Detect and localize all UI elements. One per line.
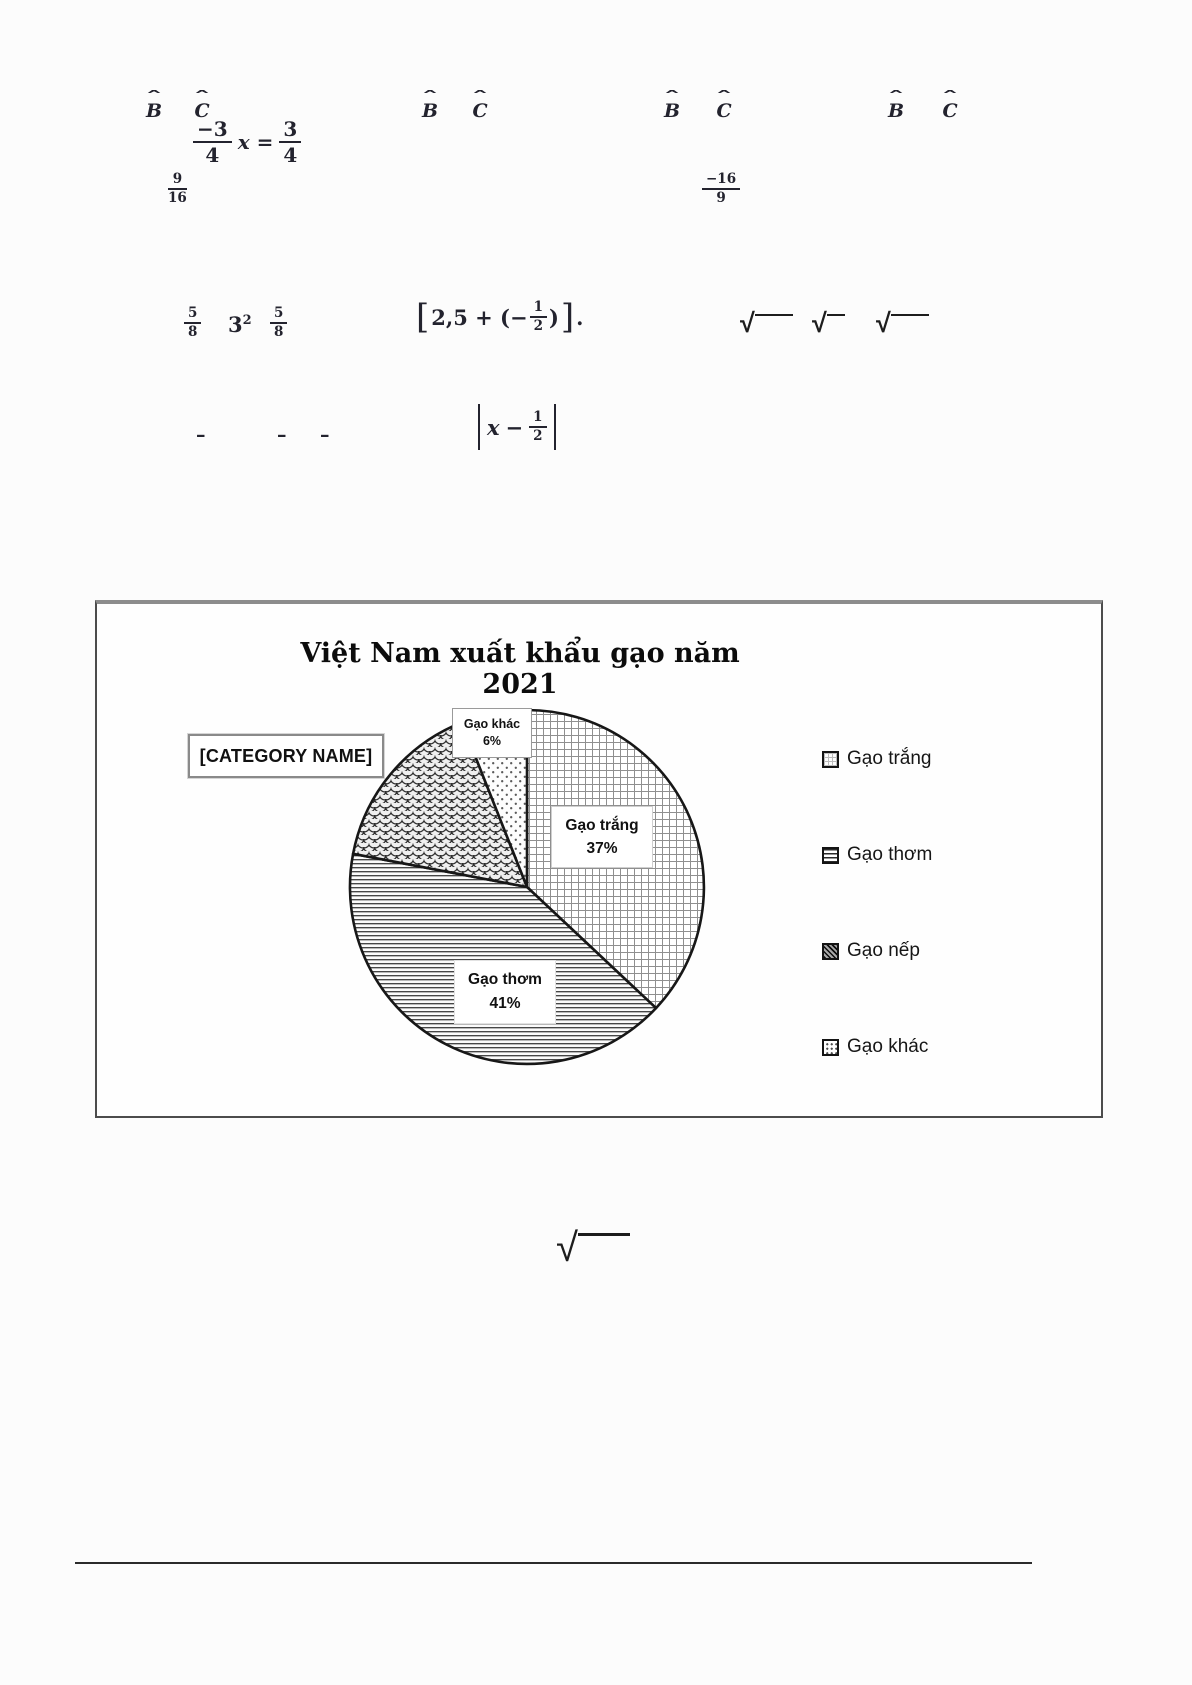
radical-sign-2: √ [812,310,845,337]
legend-item-gao-nep: Gạo nếp [822,938,920,964]
angle-c-3: ˆ C [710,90,738,122]
expression-text: 2,5 + (− [431,304,528,330]
fraction-m16-9: −16 9 [702,172,741,206]
category-name-label: [CATEGORY NAME] [187,733,385,779]
data-label-gao-thom: Gạo thơm 41% [454,960,556,1024]
hat-accent: ˆ [193,88,211,107]
bracket-expression: [ 2,5 + (− 1 2 ) ] . [416,297,585,337]
variable-x: x [487,414,500,440]
legend-swatch-dots-icon [822,1038,839,1056]
fraction: −3 4 [193,118,232,166]
period: . [576,304,584,330]
dash-3: – [320,424,330,446]
angle-b-4: ˆ B [882,90,910,122]
angle-letter: B [663,100,681,122]
hat-accent: ˆ [145,88,163,107]
angle-c-4: ˆ C [936,90,964,122]
radical-bar [754,314,793,316]
legend-item-gao-trang: Gạo trắng [822,746,932,772]
dash-1: – [196,424,206,446]
hat-accent: ˆ [471,88,489,107]
minus-sign: − [505,414,524,440]
hat-accent: ˆ [887,88,905,107]
legend-swatch-hlines-icon [822,846,839,864]
close-paren: ) [548,304,559,330]
hat-accent: ˆ [941,88,959,107]
angle-letter: C [194,100,210,122]
fraction-5-8-b: 5 8 [270,306,288,340]
absolute-value-expression: x − 1 2 [478,404,556,450]
angle-b-1: ˆ B [140,90,168,122]
angle-b-3: ˆ B [658,90,686,122]
angle-letter: C [472,100,488,122]
dash-2: – [277,424,287,446]
angle-letter: C [716,100,732,122]
pie-slice-gao-thom [348,852,658,1066]
equation-fraction-x: −3 4 x = 3 4 [193,118,302,166]
right-bracket: ] [560,297,575,337]
radical-bar [826,314,845,316]
hat-accent: ˆ [421,88,439,107]
data-label-gao-trang: Gạo trắng 37% [551,806,653,868]
radical-sign-large: √ [556,1228,630,1268]
pie-slice-gao-nep [351,721,529,889]
equals-x: x = [237,130,274,154]
legend-swatch-scale-icon [822,942,839,960]
angle-letter: B [421,100,439,122]
chart-title: Việt Nam xuất khẩu gạo năm 2021 [300,638,740,700]
fraction-1-2: 1 2 [529,410,547,444]
fraction-1-2: 1 2 [529,300,547,334]
left-bracket: [ [416,297,430,337]
legend-swatch-grid-icon [822,750,839,768]
radical-sign-1: √ [740,310,793,337]
radical-sign-3: √ [876,310,929,337]
fraction: 3 4 [279,118,302,166]
angle-letter: C [942,100,958,122]
radical-bar [890,314,929,316]
fraction-9-16: 9 16 [168,171,187,206]
hat-accent: ˆ [663,88,681,107]
angle-letter: B [887,100,905,122]
angle-c-2: ˆ C [466,90,494,122]
angle-letter: B [145,100,163,122]
legend-item-gao-thom: Gạo thơm [822,842,932,868]
hat-accent: ˆ [715,88,733,107]
legend-item-gao-khac: Gạo khác [822,1034,928,1060]
power-3-squared: 32 [228,312,252,337]
fraction-5-8-a: 5 8 [184,306,202,340]
footer-divider [75,1562,1032,1564]
angle-b-2: ˆ B [416,90,444,122]
angle-c-1: ˆ C [188,90,216,122]
radical-bar [577,1233,630,1236]
data-label-gao-khac: Gạo khác 6% [452,708,532,758]
